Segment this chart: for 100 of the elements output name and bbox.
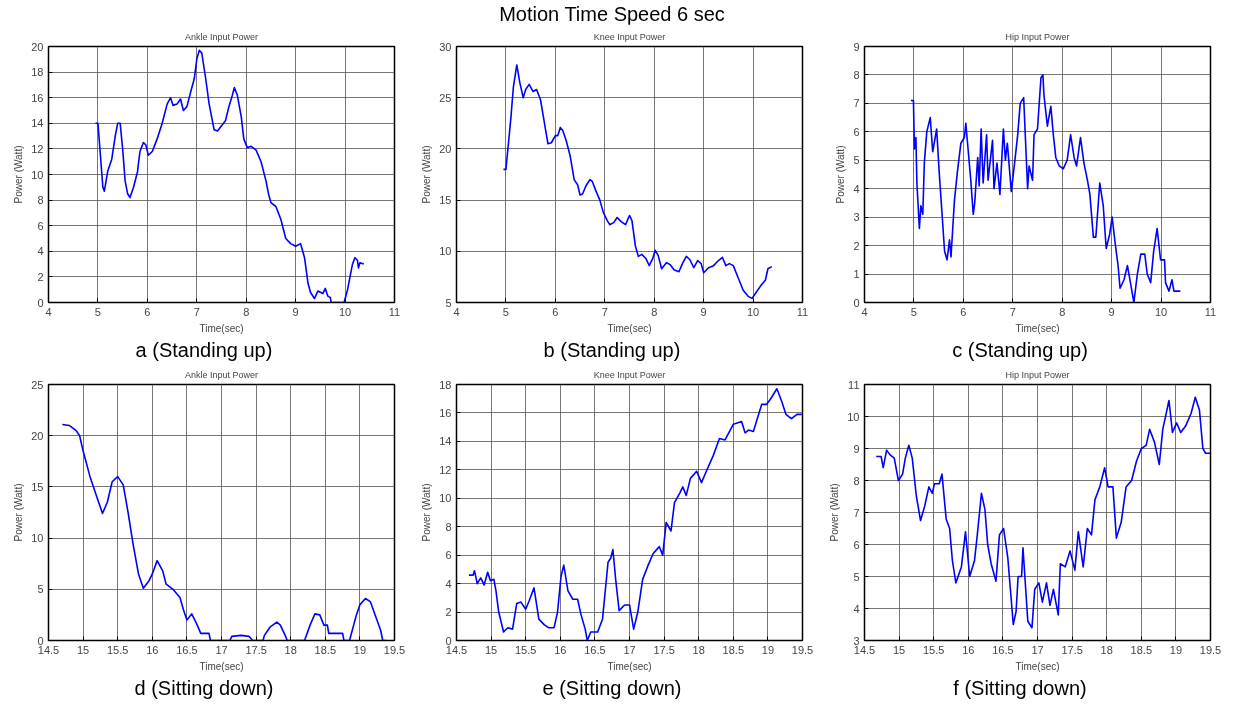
x-axis-title: Time(sec): [1015, 660, 1060, 672]
y-tick-label: 15: [439, 194, 452, 207]
line-series: [875, 396, 1211, 629]
y-tick-label: 8: [445, 520, 452, 533]
y-tick-label: 20: [439, 142, 452, 155]
x-axis-title: Time(sec): [199, 660, 244, 672]
x-tick-label: 15.5: [923, 643, 945, 656]
text: c (Standing up): [951, 338, 1089, 363]
line-series: [910, 74, 1182, 303]
y-tick-label: 5: [445, 296, 452, 309]
x-tick-label: 4: [45, 305, 52, 318]
y-tick-label: 9: [853, 40, 860, 53]
line-series: [502, 64, 773, 300]
x-tick-label: 8: [651, 305, 658, 318]
x-tick-label: 17.5: [653, 643, 675, 656]
y-tick-label: 7: [853, 97, 860, 110]
text: Motion Time Speed 6 sec: [498, 2, 726, 27]
x-tick-label: 6: [960, 305, 967, 318]
y-axis-title: Power (Watt): [829, 483, 841, 542]
y-tick-label: 7: [853, 506, 860, 519]
y-tick-label: 5: [853, 154, 860, 167]
x-tick-label: 19: [761, 643, 775, 656]
y-tick-label: 10: [31, 168, 44, 181]
x-tick-label: 17: [215, 643, 228, 656]
y-tick-label: 6: [853, 538, 860, 551]
x-tick-label: 16: [554, 643, 567, 656]
chart-title: Ankle Input Power: [184, 369, 259, 380]
y-tick-label: 30: [439, 40, 452, 53]
x-tick-label: 16.5: [584, 643, 606, 656]
y-tick-label: 10: [847, 410, 860, 423]
x-tick-label: 17.5: [1061, 643, 1083, 656]
y-tick-label: 2: [445, 606, 452, 619]
y-tick-label: 6: [853, 125, 860, 138]
x-tick-label: 19: [353, 643, 367, 656]
x-tick-label: 9: [1108, 305, 1115, 318]
y-tick-label: 20: [31, 429, 44, 442]
x-tick-label: 18.5: [722, 643, 745, 656]
text: e (Sitting down): [541, 676, 683, 701]
x-tick-label: 7: [1009, 305, 1016, 318]
chart-title: Ankle Input Power: [184, 31, 259, 42]
y-tick-label: 14: [31, 117, 44, 130]
x-axis-title: Time(sec): [607, 660, 652, 672]
x-tick-label: 18.5: [1130, 643, 1153, 656]
chart-title: Hip Input Power: [1005, 31, 1070, 42]
x-tick-label: 19.5: [1199, 643, 1222, 656]
x-tick-label: 9: [292, 305, 299, 318]
y-tick-label: 12: [31, 142, 44, 155]
y-tick-label: 8: [853, 474, 860, 487]
x-tick-label: 8: [243, 305, 250, 318]
y-tick-label: 6: [37, 219, 44, 232]
y-tick-label: 10: [31, 532, 44, 545]
y-axis-title: Power (Watt): [421, 145, 433, 204]
y-tick-label: 4: [445, 577, 452, 590]
x-tick-label: 5: [502, 305, 509, 318]
y-tick-label: 18: [31, 66, 44, 79]
x-tick-label: 5: [94, 305, 101, 318]
y-tick-label: 0: [853, 296, 860, 309]
y-axis-title: Power (Watt): [421, 483, 433, 542]
x-tick-label: 11: [388, 305, 401, 318]
y-tick-label: 6: [445, 549, 452, 562]
x-tick-label: 15.5: [515, 643, 537, 656]
text: f (Sitting down): [952, 676, 1088, 701]
y-axis-title: Power (Watt): [13, 483, 25, 542]
x-axis-title: Time(sec): [199, 322, 244, 334]
line-series: [94, 49, 365, 303]
x-tick-label: 15: [892, 643, 906, 656]
x-tick-label: 16: [146, 643, 159, 656]
x-tick-label: 7: [193, 305, 200, 318]
x-tick-label: 11: [1204, 305, 1217, 318]
y-tick-label: 25: [439, 91, 452, 104]
y-tick-label: 14: [439, 435, 452, 448]
x-tick-label: 11: [796, 305, 809, 318]
x-tick-label: 7: [601, 305, 608, 318]
x-tick-label: 9: [700, 305, 707, 318]
line-series: [468, 387, 803, 641]
chart-title: Hip Input Power: [1005, 369, 1070, 380]
y-tick-label: 5: [37, 583, 44, 596]
x-tick-label: 6: [144, 305, 151, 318]
x-tick-label: 16: [962, 643, 975, 656]
x-tick-label: 10: [338, 305, 352, 318]
text: d (Sitting down): [133, 676, 275, 701]
x-tick-label: 4: [861, 305, 868, 318]
x-tick-label: 19.5: [383, 643, 406, 656]
y-tick-label: 4: [37, 245, 44, 258]
y-tick-label: 3: [853, 211, 860, 224]
y-tick-label: 25: [31, 378, 44, 391]
y-tick-label: 4: [853, 182, 860, 195]
y-tick-label: 8: [37, 194, 44, 207]
x-tick-label: 15.5: [107, 643, 129, 656]
x-tick-label: 19.5: [791, 643, 814, 656]
y-tick-label: 20: [31, 40, 44, 53]
x-tick-label: 16.5: [992, 643, 1014, 656]
x-axis-title: Time(sec): [1015, 322, 1060, 334]
x-tick-label: 17: [1031, 643, 1044, 656]
y-tick-label: 12: [439, 463, 452, 476]
x-tick-label: 15: [76, 643, 90, 656]
y-tick-label: 5: [853, 570, 860, 583]
x-tick-label: 15: [484, 643, 498, 656]
x-tick-label: 16.5: [176, 643, 198, 656]
y-tick-label: 0: [37, 296, 44, 309]
